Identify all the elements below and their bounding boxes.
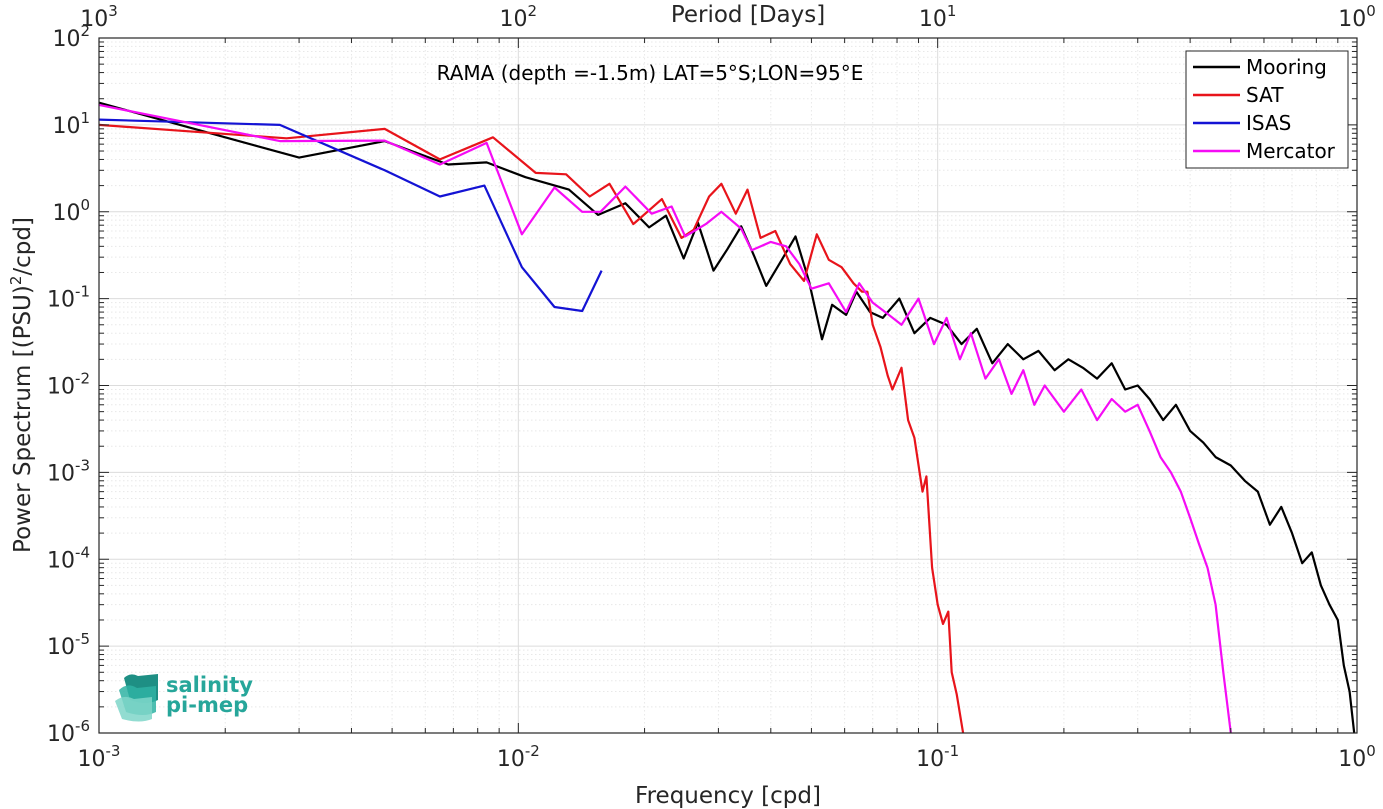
x-tick-label: 100 bbox=[1338, 742, 1376, 772]
legend-label-mercator: Mercator bbox=[1246, 139, 1336, 163]
x-tick-label: 10-2 bbox=[497, 742, 540, 772]
minor-grid bbox=[99, 38, 1357, 733]
x2-tick-label: 101 bbox=[919, 2, 957, 32]
y-tick-label: 10-3 bbox=[47, 456, 90, 486]
axis-ticks bbox=[98, 37, 1358, 734]
legend-label-isas: ISAS bbox=[1246, 111, 1291, 135]
legend-label-sat: SAT bbox=[1246, 83, 1284, 107]
series-line-mercator bbox=[98, 103, 1232, 734]
logo-waves-icon bbox=[115, 674, 158, 722]
x2-axis-title: Period [Days] bbox=[671, 2, 825, 28]
y-tick-label: 10-6 bbox=[47, 717, 90, 747]
x2-tick-label: 100 bbox=[1338, 2, 1376, 32]
y-tick-label: 100 bbox=[52, 196, 90, 226]
series-group bbox=[98, 101, 1356, 734]
y-tick-label: 10-5 bbox=[47, 630, 90, 660]
legend-label-mooring: Mooring bbox=[1246, 55, 1327, 79]
legend: Mooring SAT ISAS Mercator bbox=[1185, 50, 1349, 169]
logo-line2: pi-mep bbox=[166, 693, 248, 717]
x-axis-title: Frequency [cpd] bbox=[635, 783, 821, 809]
y-tick-label: 102 bbox=[52, 22, 90, 52]
x2-tick-label: 103 bbox=[80, 2, 118, 32]
x2-tick-label: 102 bbox=[500, 2, 538, 32]
series-line-sat bbox=[98, 123, 965, 734]
y-tick-label: 10-2 bbox=[47, 370, 90, 400]
y-tick-label: 10-1 bbox=[47, 283, 90, 313]
y-tick-label: 101 bbox=[52, 109, 90, 139]
y-axis-title: Power Spectrum [(PSU)2/cpd] bbox=[7, 217, 36, 553]
legend-box bbox=[1185, 50, 1349, 169]
x-tick-label: 10-3 bbox=[78, 742, 121, 772]
x2-tick-labels: 103 102 101 100 bbox=[80, 2, 1376, 32]
chart-title: RAMA (depth =-1.5m) LAT=5°S;LON=95°E bbox=[437, 61, 864, 85]
y-tick-labels: 10-6 10-5 10-4 10-3 10-2 10-1 100 101 102 bbox=[47, 22, 90, 747]
y-tick-label: 10-4 bbox=[47, 543, 90, 573]
x-tick-labels: 10-3 10-2 10-1 100 bbox=[78, 742, 1376, 772]
salinity-pimep-logo: salinity pi-mep bbox=[115, 673, 253, 722]
x-tick-label: 10-1 bbox=[916, 742, 959, 772]
logo-line1: salinity bbox=[166, 673, 253, 697]
